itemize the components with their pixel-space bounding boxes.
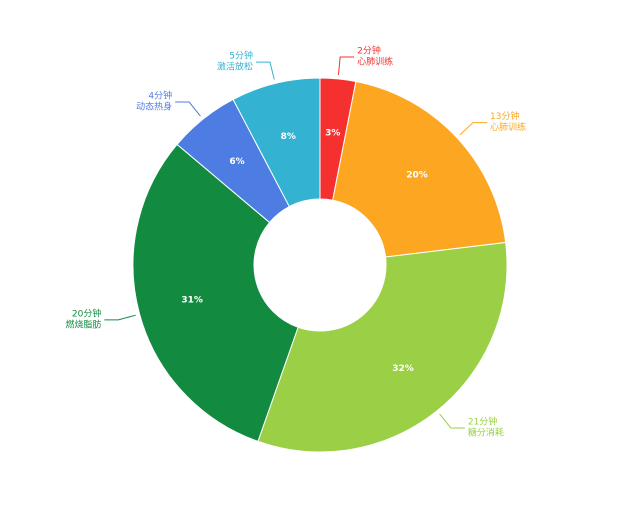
minutes-label-4: 4分钟: [148, 90, 172, 102]
slice-2[interactable]: [257, 241, 508, 453]
percent-label-3: 31%: [181, 295, 203, 305]
category-label-1: 心肺训练: [490, 121, 526, 133]
percent-label-5: 8%: [281, 132, 296, 142]
leader-line-0: [337, 56, 355, 75]
percent-labels-layer: 3% 20% 32% 31% 6% 8%: [181, 129, 427, 374]
slice-3[interactable]: [132, 143, 299, 443]
slices-layer: [132, 77, 508, 453]
slice-5[interactable]: [232, 77, 321, 208]
category-label-2: 糖分消耗: [468, 426, 504, 438]
percent-label-1: 20%: [406, 170, 428, 180]
minutes-label-5: 5分钟: [229, 50, 253, 62]
minutes-label-3: 20分钟: [72, 307, 101, 319]
leader-line-1: [459, 122, 488, 136]
slice-1[interactable]: [332, 80, 507, 258]
category-label-0: 心肺训练: [357, 55, 393, 67]
category-label-4: 动态热身: [136, 101, 172, 113]
percent-label-4: 6%: [229, 157, 244, 167]
minutes-label-1: 13分钟: [490, 110, 519, 122]
leader-line-4: [175, 101, 201, 117]
leader-line-3: [104, 314, 136, 321]
percent-label-0: 3%: [325, 129, 340, 139]
leader-line-2: [439, 413, 465, 429]
minutes-label-0: 2分钟: [357, 44, 381, 56]
category-label-5: 激活放松: [217, 61, 253, 73]
leader-line-5: [255, 61, 275, 80]
leader-lines-layer: [104, 56, 488, 429]
category-label-3: 燃烧脂肪: [65, 318, 101, 330]
minutes-label-2: 21分钟: [468, 415, 497, 427]
percent-label-2: 32%: [392, 364, 414, 374]
outside-labels-layer: 2分钟心肺训练13分钟心肺训练21分钟糖分消耗20分钟燃烧脂肪4分钟动态热身5分…: [65, 44, 526, 438]
